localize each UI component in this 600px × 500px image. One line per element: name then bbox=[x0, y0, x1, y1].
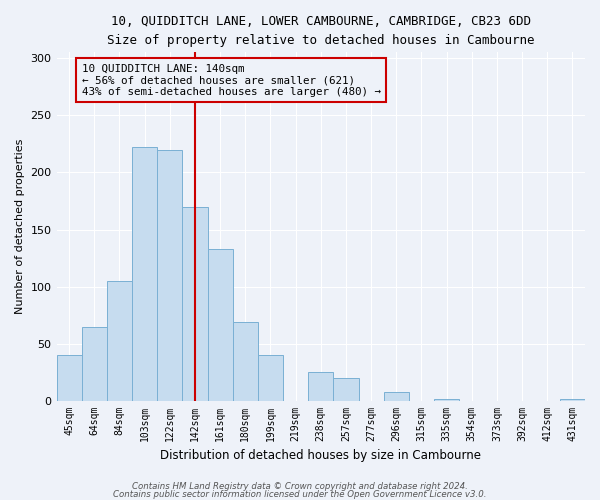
Bar bbox=[82, 326, 107, 401]
Bar bbox=[560, 399, 585, 401]
Bar bbox=[182, 206, 208, 401]
X-axis label: Distribution of detached houses by size in Cambourne: Distribution of detached houses by size … bbox=[160, 450, 481, 462]
Bar bbox=[132, 147, 157, 401]
Bar bbox=[383, 392, 409, 401]
Text: Contains public sector information licensed under the Open Government Licence v3: Contains public sector information licen… bbox=[113, 490, 487, 499]
Bar bbox=[107, 281, 132, 401]
Bar bbox=[157, 150, 182, 401]
Bar bbox=[308, 372, 334, 401]
Y-axis label: Number of detached properties: Number of detached properties bbox=[15, 139, 25, 314]
Text: 10 QUIDDITCH LANE: 140sqm
← 56% of detached houses are smaller (621)
43% of semi: 10 QUIDDITCH LANE: 140sqm ← 56% of detac… bbox=[82, 64, 381, 97]
Bar bbox=[434, 399, 459, 401]
Text: Contains HM Land Registry data © Crown copyright and database right 2024.: Contains HM Land Registry data © Crown c… bbox=[132, 482, 468, 491]
Bar bbox=[56, 356, 82, 401]
Bar bbox=[258, 356, 283, 401]
Bar bbox=[233, 322, 258, 401]
Bar bbox=[334, 378, 359, 401]
Bar bbox=[208, 249, 233, 401]
Title: 10, QUIDDITCH LANE, LOWER CAMBOURNE, CAMBRIDGE, CB23 6DD
Size of property relati: 10, QUIDDITCH LANE, LOWER CAMBOURNE, CAM… bbox=[107, 15, 535, 47]
